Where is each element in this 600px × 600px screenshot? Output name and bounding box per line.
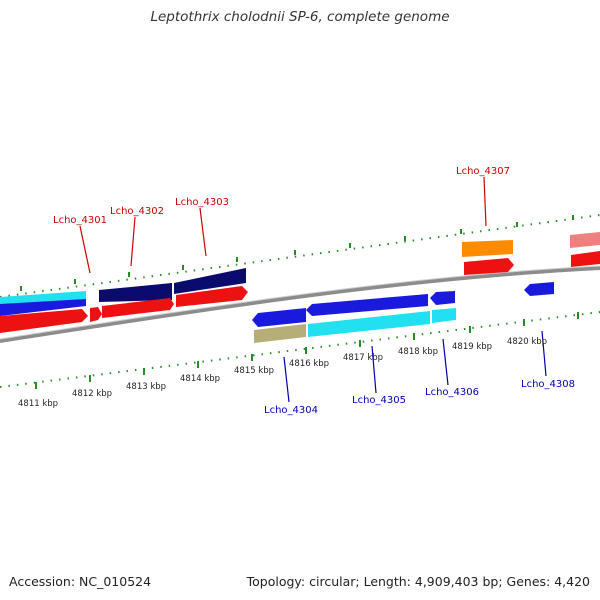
gene-label-lcho-4303[interactable]: Lcho_4303	[175, 197, 229, 208]
cds-lcho-4304-blue[interactable]	[252, 308, 306, 327]
map-title: Leptothrix cholodnii SP-6, complete geno…	[150, 9, 450, 25]
gene-label-lcho-4301[interactable]: Lcho_4301	[53, 215, 107, 226]
gene-label-lcho-4307[interactable]: Lcho_4307	[456, 166, 510, 177]
inner-major-ticks	[35, 312, 579, 389]
cds-lcho-4303[interactable]	[174, 268, 246, 294]
cds-red-small[interactable]	[90, 307, 102, 322]
tick-label-4820: 4820 kbp	[507, 337, 547, 347]
cds-pink-right[interactable]	[570, 232, 600, 248]
reverse-label-leaders	[283, 330, 547, 403]
tick-label-4816: 4816 kbp	[289, 359, 329, 369]
tick-label-4813: 4813 kbp	[126, 382, 166, 392]
cds-blue-left[interactable]	[0, 299, 86, 316]
gene-label-lcho-4302[interactable]: Lcho_4302	[110, 206, 164, 217]
cds-lcho-4308[interactable]	[524, 282, 554, 296]
tick-label-4817: 4817 kbp	[343, 353, 383, 363]
tick-label-4819: 4819 kbp	[452, 342, 492, 352]
gene-label-lcho-4305[interactable]: Lcho_4305	[352, 395, 406, 406]
forward-label-leaders	[79, 176, 487, 274]
gene-label-lcho-4306[interactable]: Lcho_4306	[425, 387, 479, 398]
tick-label-4814: 4814 kbp	[180, 374, 220, 384]
genome-backbone	[0, 266, 600, 343]
genome-summary-text: Topology: circular; Length: 4,909,403 bp…	[246, 574, 590, 589]
cds-lcho-4305-blue[interactable]	[306, 294, 428, 316]
accession-text: Accession: NC_010524	[9, 574, 152, 589]
tick-label-4818: 4818 kbp	[398, 347, 438, 357]
cds-red-right[interactable]	[176, 286, 248, 307]
outer-minor-ticks	[0, 214, 600, 298]
cds-lcho-4307-red[interactable]	[464, 258, 514, 275]
gene-label-lcho-4304[interactable]: Lcho_4304	[264, 405, 318, 416]
cds-lcho-4301[interactable]	[0, 309, 88, 333]
backbone-highlight	[0, 265, 600, 340]
outer-tick-ring	[0, 214, 600, 298]
inner-tick-ring	[0, 311, 600, 389]
cds-cyan-mid[interactable]	[308, 311, 430, 337]
cds-red-far-right[interactable]	[571, 251, 600, 267]
cds-cyan-small[interactable]	[432, 308, 456, 323]
cds-olive[interactable]	[254, 324, 306, 343]
gene-label-lcho-4308[interactable]: Lcho_4308	[521, 379, 575, 390]
cds-lcho-4307-orange[interactable]	[462, 240, 513, 257]
cds-red-mid[interactable]	[102, 298, 174, 318]
cds-lcho-4306-blue[interactable]	[430, 291, 455, 305]
cds-lcho-4302[interactable]	[99, 283, 172, 302]
tick-label-4811: 4811 kbp	[18, 399, 58, 409]
tick-label-4812: 4812 kbp	[72, 389, 112, 399]
tick-label-4815: 4815 kbp	[234, 366, 274, 376]
outer-major-ticks	[20, 215, 574, 291]
